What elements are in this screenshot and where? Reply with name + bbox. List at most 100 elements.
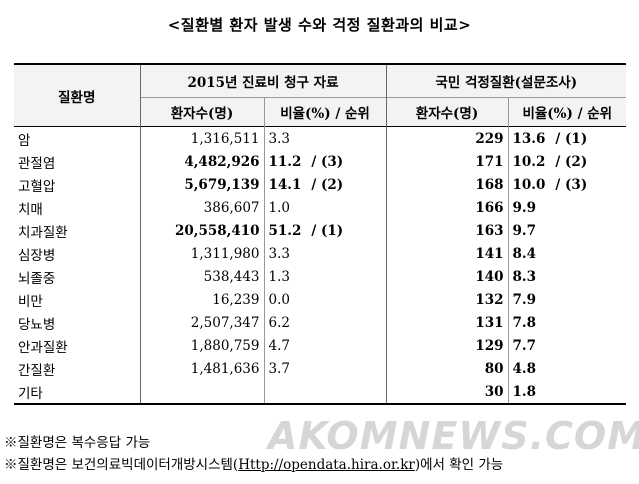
disease-name: 치과질환 xyxy=(18,224,68,241)
disease-name: 고혈압 xyxy=(18,178,56,195)
claims-ratio: 3.7 xyxy=(268,360,290,377)
survey-ratio-cell: 1.8 xyxy=(507,380,627,404)
claims-ratio-cell: 3.7 xyxy=(263,357,387,380)
disease-name: 간질환 xyxy=(18,362,56,379)
claims-patients xyxy=(139,380,264,404)
header-claims-patients: 환자수(명) xyxy=(139,97,264,127)
watermark-logo: AKOMNEWS.COM xyxy=(268,414,639,458)
survey-ratio: 7.9 xyxy=(512,291,537,308)
claims-rank: / (1) xyxy=(311,222,344,239)
header-survey-group: 국민 걱정질환(설문조사) xyxy=(385,64,627,98)
survey-ratio-cell: 9.7 xyxy=(507,219,627,242)
claims-patients: 16,239 xyxy=(139,288,264,311)
survey-ratio-cell: 10.2 / (2) xyxy=(507,150,627,173)
table-row: 암 1,316,511 3.3 229 13.6 / (1) xyxy=(14,126,627,150)
claims-ratio-cell: 11.2 / (3) xyxy=(263,150,387,173)
disease-name: 기타 xyxy=(18,385,43,402)
survey-ratio: 9.7 xyxy=(512,222,537,239)
claims-patients: 4,482,926 xyxy=(139,150,264,173)
claims-patients: 386,607 xyxy=(139,196,264,219)
disease-name: 당뇨병 xyxy=(18,316,56,333)
footnote-source-text-end: )에서 확인 가능 xyxy=(414,457,504,473)
table-title: <질환별 환자 발생 수와 걱정 질환과의 비교> xyxy=(167,16,472,34)
claims-patients: 538,443 xyxy=(139,265,264,288)
claims-ratio: 4.7 xyxy=(268,337,290,354)
survey-patients: 80 xyxy=(385,357,509,380)
claims-ratio-cell: 0.0 xyxy=(263,288,387,311)
claims-ratio-cell: 14.1 / (2) xyxy=(263,173,387,196)
claims-ratio: 1.0 xyxy=(268,199,290,216)
table-row: 심장병 1,311,980 3.3 141 8.4 xyxy=(14,242,627,265)
header-claims-ratio: 비율(%) / 순위 xyxy=(263,97,387,127)
claims-patients: 20,558,410 xyxy=(139,219,264,242)
survey-patients: 163 xyxy=(385,219,509,242)
source-link[interactable]: Http://opendata.hira.or.kr xyxy=(238,457,415,473)
disease-name: 안과질환 xyxy=(18,339,68,356)
claims-ratio: 3.3 xyxy=(268,245,290,262)
claims-rank: / (3) xyxy=(311,153,344,170)
table-row: 안과질환 1,880,759 4.7 129 7.7 xyxy=(14,334,627,357)
survey-patients: 131 xyxy=(385,311,509,334)
claims-ratio-cell: 1.0 xyxy=(263,196,387,219)
table-row: 기타 30 1.8 xyxy=(14,380,627,404)
survey-ratio-cell: 7.7 xyxy=(507,334,627,357)
survey-ratio: 10.2 xyxy=(512,153,546,170)
survey-patients: 141 xyxy=(385,242,509,265)
survey-ratio-cell: 8.3 xyxy=(507,265,627,288)
survey-ratio: 8.3 xyxy=(512,268,537,285)
claims-ratio-cell: 1.3 xyxy=(263,265,387,288)
survey-patients: 166 xyxy=(385,196,509,219)
claims-ratio-cell: 6.2 xyxy=(263,311,387,334)
survey-ratio: 1.8 xyxy=(512,383,537,400)
table-row: 간질환 1,481,636 3.7 80 4.8 xyxy=(14,357,627,380)
footnotes: ※질환명은 복수응답 가능 ※질환명은 보건의료빅데이터개방시스템(Http:/… xyxy=(4,432,503,476)
table-row: 관절염 4,482,926 11.2 / (3) 171 10.2 / (2) xyxy=(14,150,627,173)
disease-name: 암 xyxy=(18,132,31,149)
survey-rank: / (3) xyxy=(555,176,588,193)
survey-patients: 129 xyxy=(385,334,509,357)
disease-name: 비만 xyxy=(18,293,43,310)
disease-name: 뇌졸중 xyxy=(18,270,56,287)
claims-ratio: 6.2 xyxy=(268,314,290,331)
claims-rank: / (2) xyxy=(311,176,344,193)
disease-name: 치매 xyxy=(18,201,43,218)
survey-ratio: 7.8 xyxy=(512,314,537,331)
survey-ratio: 13.6 xyxy=(512,130,546,147)
survey-patients: 132 xyxy=(385,288,509,311)
claims-ratio-cell: 51.2 / (1) xyxy=(263,219,387,242)
claims-ratio-cell xyxy=(263,380,387,404)
survey-rank: / (1) xyxy=(555,130,588,147)
claims-patients: 1,481,636 xyxy=(139,357,264,380)
survey-ratio-cell: 8.4 xyxy=(507,242,627,265)
table-row: 치과질환 20,558,410 51.2 / (1) 163 9.7 xyxy=(14,219,627,242)
survey-patients: 229 xyxy=(385,126,509,150)
table-row: 비만 16,239 0.0 132 7.9 xyxy=(14,288,627,311)
table-row: 치매 386,607 1.0 166 9.9 xyxy=(14,196,627,219)
survey-ratio-cell: 10.0 / (3) xyxy=(507,173,627,196)
header-survey-patients: 환자수(명) xyxy=(385,97,509,127)
footnote-source: ※질환명은 보건의료빅데이터개방시스템(Http://opendata.hira… xyxy=(4,454,503,476)
survey-ratio-cell: 13.6 / (1) xyxy=(507,126,627,150)
claims-patients: 2,507,347 xyxy=(139,311,264,334)
header-survey-ratio: 비율(%) / 순위 xyxy=(507,97,627,127)
table-body: 암 1,316,511 3.3 229 13.6/ (1) 관절염 4,482,926 11.… xyxy=(14,126,627,404)
survey-ratio: 8.4 xyxy=(512,245,537,262)
header-disease-name: 질환명 xyxy=(14,64,140,127)
survey-ratio-cell: 4.8 xyxy=(507,357,627,380)
claims-ratio: 51.2 xyxy=(268,222,302,239)
survey-patients: 171 xyxy=(385,150,509,173)
footnote-multiple-answers: ※질환명은 복수응답 가능 xyxy=(4,435,151,451)
survey-ratio: 9.9 xyxy=(512,199,537,216)
survey-patients: 140 xyxy=(385,265,509,288)
claims-ratio: 0.0 xyxy=(268,291,290,308)
table-row: 당뇨병 2,507,347 6.2 131 7.8 xyxy=(14,311,627,334)
survey-ratio: 7.7 xyxy=(512,337,537,354)
survey-ratio: 10.0 xyxy=(512,176,546,193)
table-row: 뇌졸중 538,443 1.3 140 8.3 xyxy=(14,265,627,288)
claims-ratio-cell: 4.7 xyxy=(263,334,387,357)
survey-ratio-cell: 9.9 xyxy=(507,196,627,219)
disease-name: 심장병 xyxy=(18,247,56,264)
claims-ratio-cell: 3.3 xyxy=(263,242,387,265)
disease-name: 관절염 xyxy=(18,155,56,172)
claims-ratio: 3.3 xyxy=(268,130,290,147)
